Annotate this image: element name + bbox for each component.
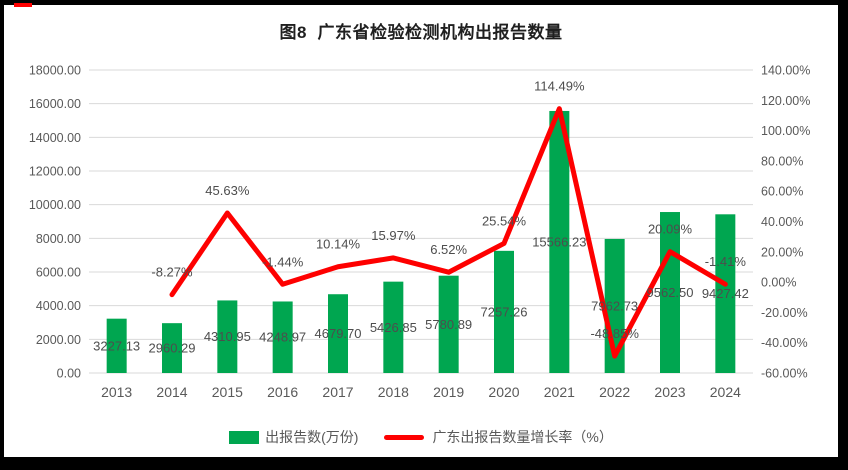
left-axis-tick-label: 8000.00 — [36, 232, 81, 246]
bar-2019 — [438, 275, 459, 373]
line-label-2016: -1.44% — [262, 254, 304, 269]
bar-label-2024: 9427.42 — [702, 286, 749, 301]
x-axis-label-2013: 2013 — [101, 384, 132, 400]
legend-item-line: 广东出报告数量增长率（%） — [384, 427, 613, 447]
bar-2013 — [106, 318, 127, 373]
x-axis-label-2014: 2014 — [156, 384, 187, 400]
bar-2017 — [328, 294, 348, 373]
line-label-2022: -48.85% — [590, 326, 639, 341]
line-label-2021: 114.49% — [534, 79, 585, 94]
line-label-2014: -8.27% — [151, 265, 193, 280]
right-axis-tick-label: 100.00% — [761, 124, 810, 138]
bar-2020 — [494, 250, 514, 373]
x-axis-label-2021: 2021 — [544, 384, 575, 400]
bar-label-2013: 3227.13 — [93, 338, 140, 353]
chart-area: 图8 广东省检验检测机构出报告数量 0.00 2000.00 4000.00 6000… — [4, 5, 838, 457]
bar-2015 — [217, 300, 238, 373]
left-axis-tick-label: 4000.00 — [36, 299, 81, 313]
bar-2018 — [383, 281, 404, 373]
line-series-swatch — [384, 434, 425, 440]
right-axis-tick-label: 20.00% — [761, 245, 803, 259]
x-axis-label-2015: 2015 — [212, 384, 243, 400]
bar-label-2015: 4310.95 — [204, 329, 251, 344]
chart-title: 图8 广东省检验检测机构出报告数量 — [279, 23, 563, 42]
x-axis-label-2020: 2020 — [488, 384, 519, 400]
bar-series-swatch — [229, 430, 260, 444]
line-label-2015: 45.63% — [205, 183, 250, 198]
legend-item-bars: 出报告数(万份) — [229, 427, 358, 447]
bar-label-2019: 5780.89 — [425, 317, 472, 332]
bar-label-2023: 9562.50 — [647, 285, 694, 300]
right-axis-tick-label: 0.00% — [761, 276, 796, 290]
x-axis-label-2018: 2018 — [378, 384, 409, 400]
growth-rate-line — [169, 106, 728, 359]
bar-label-2016: 4248.97 — [259, 330, 306, 345]
left-axis-tick-label: 0.00 — [57, 367, 81, 381]
x-axis-label-2024: 2024 — [710, 384, 741, 400]
line-label-2024: -1.41% — [705, 254, 747, 269]
x-axis-label-2022: 2022 — [599, 384, 630, 400]
right-axis-tick-label: -60.00% — [761, 367, 808, 381]
right-axis-tick-label: 140.00% — [761, 64, 810, 78]
x-axis-label-2019: 2019 — [433, 384, 464, 400]
line-label-2018: 15.97% — [371, 228, 416, 243]
bar-label-2022: 7962.73 — [591, 298, 638, 313]
x-axis-label-2017: 2017 — [322, 384, 353, 400]
right-axis-tick-label: -40.00% — [761, 336, 808, 350]
corner-red-mark — [14, 3, 32, 7]
left-axis-tick-label: 16000.00 — [29, 97, 81, 111]
bar-label-2021: 15566.23 — [532, 234, 586, 249]
x-axis-label-2016: 2016 — [267, 384, 298, 400]
legend-label-line: 广东出报告数量增长率（%） — [432, 429, 613, 445]
right-axis-tick-label: 120.00% — [761, 94, 810, 108]
left-axis-tick-label: 12000.00 — [29, 165, 81, 179]
bar-2016 — [272, 301, 293, 373]
left-axis-tick-label: 18000.00 — [29, 64, 81, 78]
right-axis-tick-label: 80.00% — [761, 154, 803, 168]
bar-label-2020: 7257.26 — [481, 304, 528, 319]
combo-chart: 0.00 2000.00 4000.00 6000.00 8000.00 10000.00… — [29, 64, 811, 401]
legend-label-bars: 出报告数(万份) — [265, 429, 359, 445]
bar-2014 — [162, 323, 182, 373]
line-label-2020: 25.54% — [482, 213, 527, 228]
bar-2024 — [715, 214, 736, 373]
line-label-2019: 6.52% — [430, 242, 467, 257]
bar-2021 — [549, 110, 570, 374]
right-axis-tick-label: 60.00% — [761, 185, 803, 199]
line-label-2017: 10.14% — [316, 237, 361, 252]
bar-label-2014: 2960.29 — [149, 341, 196, 356]
right-axis-tick-label: -20.00% — [761, 306, 808, 320]
chart-legend: 出报告数(万份) 广东出报告数量增长率（%） — [4, 427, 838, 447]
bar-label-2017: 4679.70 — [315, 326, 362, 341]
bar-label-2018: 5426.85 — [370, 320, 417, 335]
left-axis-tick-label: 6000.00 — [36, 266, 81, 280]
x-axis-label-2023: 2023 — [654, 384, 685, 400]
left-axis-tick-label: 14000.00 — [29, 131, 81, 145]
line-label-2023: 20.09% — [648, 222, 693, 237]
right-axis-tick-label: 40.00% — [761, 215, 803, 229]
left-axis-tick-label: 10000.00 — [29, 198, 81, 212]
left-axis-tick-label: 2000.00 — [36, 333, 81, 347]
